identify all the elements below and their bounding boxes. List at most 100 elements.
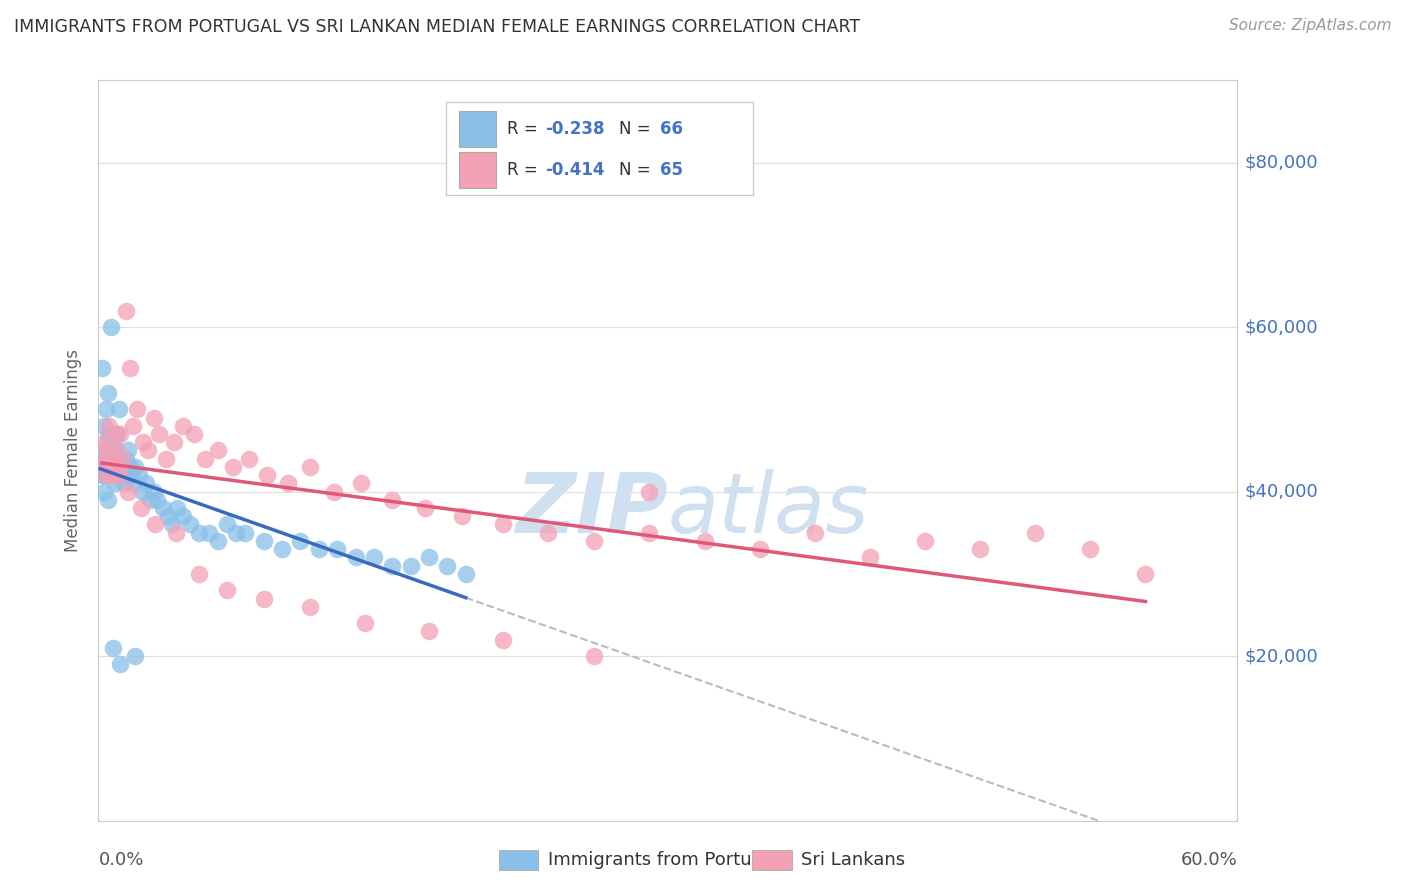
Point [128, 468, 150, 483]
Point [97, 492, 120, 507]
Point [101, 435, 124, 450]
Point [308, 542, 330, 557]
Point [91, 451, 114, 466]
Point [124, 649, 146, 664]
Point [131, 435, 153, 450]
Point [104, 443, 127, 458]
Point [194, 451, 217, 466]
Point [454, 566, 477, 581]
Point [146, 492, 169, 507]
Text: -0.238: -0.238 [546, 120, 605, 138]
Point [415, 501, 437, 516]
Point [121, 468, 143, 483]
Point [638, 484, 661, 499]
Point [110, 468, 132, 483]
Point [188, 525, 211, 540]
Point [101, 468, 124, 483]
Point [98, 418, 121, 433]
Point [142, 484, 165, 499]
Point [94, 443, 117, 458]
Point [93, 468, 115, 483]
Point [969, 542, 991, 557]
Point [100, 320, 122, 334]
Point [93, 435, 115, 450]
Point [97, 385, 120, 400]
Point [238, 451, 260, 466]
Point [112, 476, 135, 491]
Text: 65: 65 [659, 161, 683, 179]
Point [94, 459, 117, 474]
Point [93, 418, 115, 433]
Point [353, 616, 375, 631]
Point [100, 451, 122, 466]
Point [98, 459, 121, 474]
Text: 66: 66 [659, 120, 683, 138]
FancyBboxPatch shape [446, 103, 754, 195]
Point [418, 624, 440, 639]
Point [235, 525, 257, 540]
Point [89, 451, 111, 466]
Point [157, 509, 180, 524]
Text: atlas: atlas [668, 469, 869, 550]
Point [131, 484, 153, 499]
Point [107, 402, 129, 417]
Y-axis label: Median Female Earnings: Median Female Earnings [65, 349, 83, 552]
Point [399, 558, 422, 573]
Point [451, 509, 474, 524]
Point [298, 459, 321, 474]
Point [111, 451, 134, 466]
Point [271, 542, 294, 557]
Text: $80,000: $80,000 [1244, 153, 1317, 171]
Point [110, 427, 132, 442]
Point [215, 517, 238, 532]
Point [110, 657, 132, 672]
Point [583, 649, 606, 664]
Point [94, 468, 117, 483]
Point [221, 459, 243, 474]
Point [914, 533, 936, 548]
Point [418, 550, 440, 565]
Point [129, 501, 152, 516]
Point [105, 443, 128, 458]
Point [172, 418, 194, 433]
Point [98, 427, 121, 442]
Point [491, 517, 513, 532]
Point [104, 427, 127, 442]
Point [101, 640, 124, 655]
Point [172, 509, 194, 524]
Point [118, 361, 141, 376]
Text: Source: ZipAtlas.com: Source: ZipAtlas.com [1229, 18, 1392, 33]
Point [1135, 566, 1157, 581]
Point [124, 459, 146, 474]
Text: $20,000: $20,000 [1244, 647, 1317, 665]
Point [225, 525, 247, 540]
Point [105, 427, 128, 442]
Point [125, 402, 148, 417]
Text: 0.0%: 0.0% [98, 851, 143, 869]
Point [163, 435, 186, 450]
Point [115, 451, 138, 466]
Point [117, 484, 139, 499]
Point [94, 402, 117, 417]
Point [207, 533, 229, 548]
Point [436, 558, 458, 573]
Point [363, 550, 385, 565]
Point [207, 443, 229, 458]
Text: 60.0%: 60.0% [1181, 851, 1237, 869]
Point [748, 542, 770, 557]
Point [491, 632, 513, 647]
Point [166, 501, 188, 516]
Point [135, 476, 157, 491]
Point [183, 427, 205, 442]
Point [298, 599, 321, 614]
Point [91, 361, 114, 376]
Point [148, 427, 170, 442]
Text: IMMIGRANTS FROM PORTUGAL VS SRI LANKAN MEDIAN FEMALE EARNINGS CORRELATION CHART: IMMIGRANTS FROM PORTUGAL VS SRI LANKAN M… [14, 18, 860, 36]
Point [344, 550, 367, 565]
FancyBboxPatch shape [460, 112, 496, 147]
Text: $60,000: $60,000 [1244, 318, 1317, 336]
Point [122, 418, 145, 433]
Point [350, 476, 373, 491]
Point [115, 303, 138, 318]
Point [136, 443, 159, 458]
